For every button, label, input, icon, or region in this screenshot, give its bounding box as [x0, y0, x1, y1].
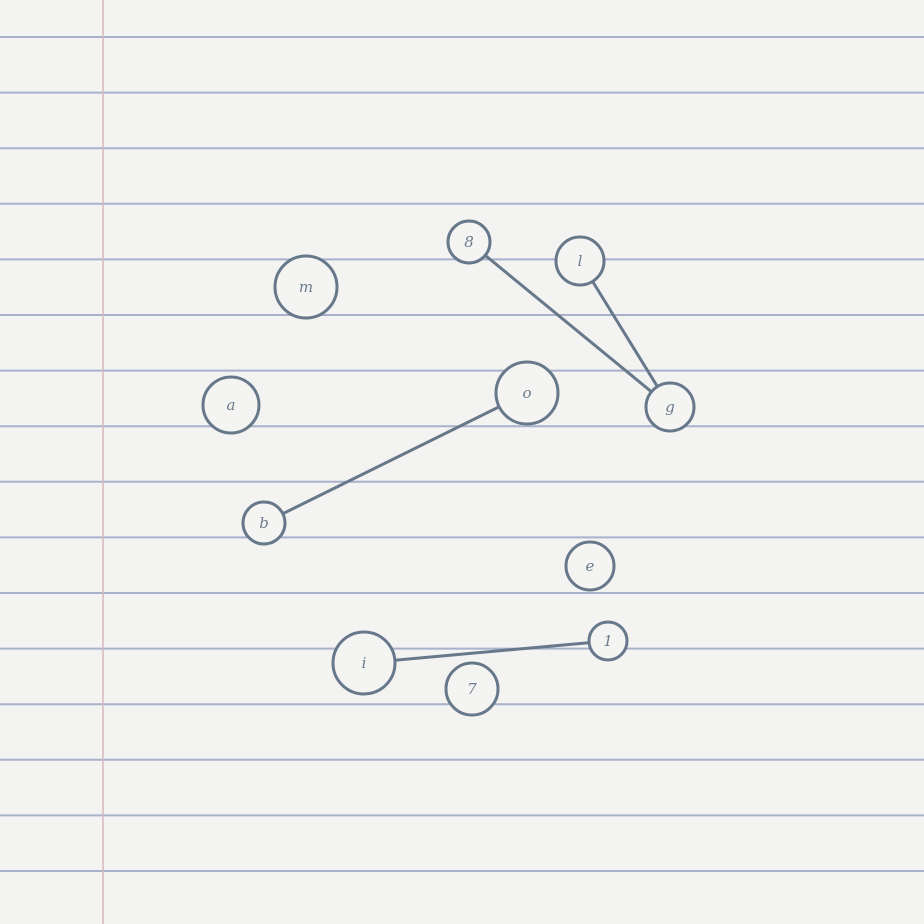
- node-label: g: [665, 398, 675, 416]
- node-label: a: [227, 396, 236, 414]
- node-e: e: [564, 540, 616, 592]
- edge-8-g: [467, 240, 672, 409]
- node-label: b: [259, 514, 269, 532]
- node-o: o: [494, 360, 560, 426]
- edge-o-b: [262, 391, 529, 525]
- node-7: 7: [444, 661, 500, 717]
- node-circle: [564, 540, 616, 592]
- node-8: 8: [446, 219, 492, 265]
- node-circle: [273, 254, 339, 320]
- node-1: 1: [587, 620, 629, 662]
- node-label: e: [586, 557, 595, 575]
- edge-l-g: [578, 259, 672, 409]
- graph-nodes: 8 l m a o g b e 1 i 7: [201, 219, 696, 717]
- node-circle: [644, 381, 696, 433]
- node-circle: [446, 219, 492, 265]
- node-label: 8: [464, 233, 474, 251]
- graph-edges: [262, 240, 672, 665]
- node-label: 1: [603, 632, 613, 650]
- node-circle: [587, 620, 629, 662]
- node-circle: [241, 500, 287, 546]
- node-label: i: [362, 654, 367, 672]
- node-label: l: [578, 252, 583, 270]
- node-circle: [444, 661, 500, 717]
- node-i: i: [331, 630, 397, 696]
- node-circle: [494, 360, 560, 426]
- node-label: 7: [467, 680, 477, 698]
- node-label: o: [522, 384, 531, 402]
- node-a: a: [201, 375, 261, 435]
- edge-i-1: [362, 639, 610, 665]
- node-circle: [201, 375, 261, 435]
- node-circle: [554, 235, 606, 287]
- node-b: b: [241, 500, 287, 546]
- node-label: m: [299, 278, 313, 296]
- node-g: g: [644, 381, 696, 433]
- node-circle: [331, 630, 397, 696]
- node-l: l: [554, 235, 606, 287]
- node-m: m: [273, 254, 339, 320]
